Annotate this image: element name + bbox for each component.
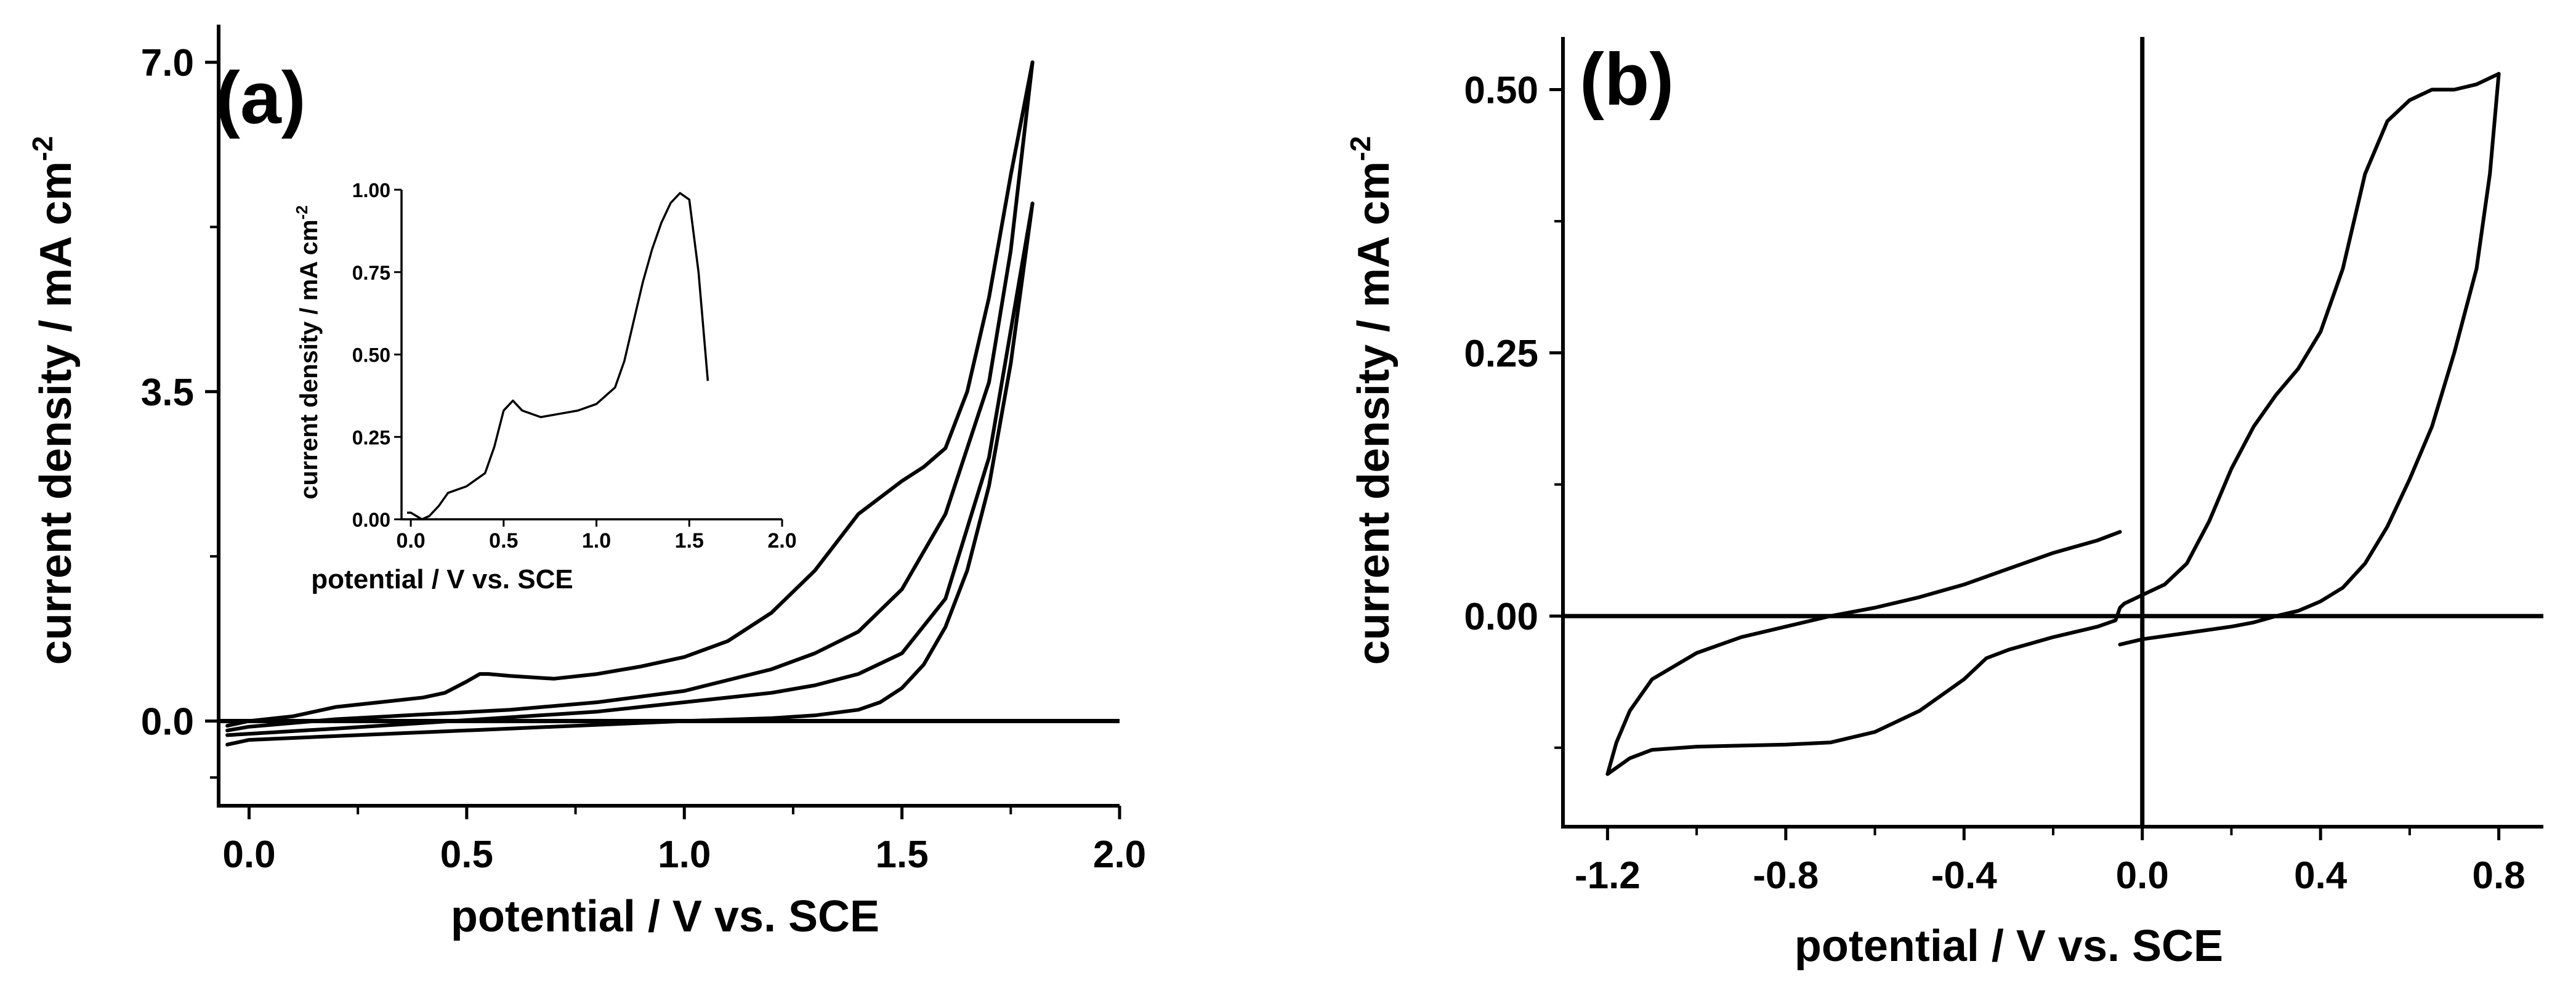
panel-b-xtick-label: -0.4 — [1931, 854, 1997, 897]
inset-ylabel-text: current density / mA cm — [296, 219, 323, 499]
panel-a-label: (a) — [216, 57, 306, 139]
panel-b-xtick-label: 0.0 — [2116, 854, 2169, 897]
panel-b-xtick-label: -1.2 — [1575, 854, 1641, 897]
panel-a-xtick-label: 2.0 — [1093, 833, 1146, 876]
panel-b-ylabel-text: current density / mA cm — [1349, 161, 1399, 665]
panel-a-ytick-label: 0.0 — [141, 701, 194, 744]
panel-b-ytick-label: 0.50 — [1464, 69, 1538, 111]
panel-b-xtick-label: -0.8 — [1753, 854, 1819, 897]
inset-xtick-label: 2.0 — [767, 529, 796, 553]
panel-a-xtick-label: 0.5 — [440, 833, 493, 876]
inset-ytick-label: 1.00 — [352, 179, 390, 201]
panel-a-ylabel-text: current density / mA cm — [31, 161, 81, 665]
panel-a-inset: potential / V vs. SCE current density / … — [293, 179, 797, 594]
inset-series-1 — [407, 192, 709, 521]
inset-ylabel: current density / mA cm-2 — [293, 205, 323, 499]
panel-a: (a) potential / V vs. SCE current densit… — [26, 25, 1146, 941]
panel-b-ytick-label: 0.00 — [1464, 596, 1538, 638]
panel-b-axes — [1561, 37, 2543, 829]
panel-b-xtick-label: 0.8 — [2473, 854, 2526, 897]
panel-a-ytick-label: 7.0 — [141, 42, 194, 84]
panel-a-xtick-label: 1.0 — [658, 833, 711, 876]
panel-a-series-2 — [225, 60, 1035, 732]
panel-b-series-1 — [1605, 530, 2122, 776]
panel-a-xtick-label: 1.5 — [876, 833, 929, 876]
inset-xtick-label: 0.5 — [489, 529, 518, 553]
panel-a-series-4 — [225, 201, 1035, 747]
inset-ytick-label: 0.00 — [352, 509, 390, 531]
inset-ytick-label: 0.75 — [352, 262, 390, 284]
panel-a-axes — [217, 25, 1120, 808]
inset-ytick-label: 0.25 — [352, 426, 390, 448]
panel-a-ytick-label: 3.5 — [141, 371, 194, 414]
inset-ylabel-sup: -2 — [293, 205, 311, 219]
panel-a-xlabel: potential / V vs. SCE — [451, 892, 879, 941]
panel-a-ylabel-sup: -2 — [26, 136, 59, 161]
panel-a-series-3 — [225, 201, 1035, 737]
panel-a-series-1 — [225, 60, 1035, 728]
panel-b-series-2 — [1605, 71, 2501, 776]
panel-b-xtick-label: 0.4 — [2294, 854, 2348, 897]
panel-a-ylabel: current density / mA cm-2 — [26, 136, 81, 665]
inset-xtick-label: 0.0 — [396, 529, 425, 553]
panel-b-label: (b) — [1580, 38, 1674, 121]
inset-xtick-label: 1.5 — [675, 529, 704, 553]
inset-xtick-label: 1.0 — [582, 529, 611, 553]
panel-b-ylabel: current density / mA cm-2 — [1344, 136, 1399, 665]
panel-b-ytick-label: 0.25 — [1464, 333, 1538, 375]
panel-b-xlabel: potential / V vs. SCE — [1795, 922, 2223, 971]
panel-a-xtick-label: 0.0 — [222, 833, 275, 876]
panel-b-ylabel-sup: -2 — [1344, 136, 1376, 161]
panel-b: (b) potential / V vs. SCE current densit… — [1344, 37, 2543, 971]
inset-ytick-label: 0.50 — [352, 344, 390, 367]
inset-axes — [400, 190, 782, 521]
inset-xlabel: potential / V vs. SCE — [311, 564, 573, 594]
panel-b-series-3 — [2118, 71, 2501, 647]
